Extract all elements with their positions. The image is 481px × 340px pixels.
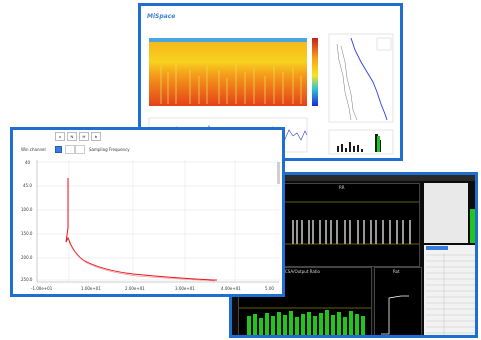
level-meter xyxy=(470,209,475,243)
brand-logo: MiSpace xyxy=(147,13,176,20)
info-panel xyxy=(424,183,468,243)
channel-label: Win channel xyxy=(21,147,46,152)
x-tick: 2.00e+01 xyxy=(125,286,145,291)
green-bars-chart xyxy=(239,307,371,335)
x-tick: -1.00e+01 xyxy=(31,286,53,291)
x-tick: 3.00e+01 xyxy=(175,286,195,291)
channel-checkbox[interactable] xyxy=(55,146,62,153)
tab-4[interactable]: b xyxy=(91,132,101,141)
y-tick: 45.0 xyxy=(23,183,32,188)
step-panel-title: Rot xyxy=(393,269,400,274)
tab-1[interactable]: x xyxy=(55,132,65,141)
tab-2[interactable]: N xyxy=(67,132,77,141)
frequency-plot-screenshot-card[interactable]: x N H b Win channel Sampling Frequency 4… xyxy=(10,127,285,297)
pulse-panel-title: RR xyxy=(339,185,345,190)
pulse-bars-chart xyxy=(279,201,419,245)
y-tick: 150.0 xyxy=(21,231,33,236)
data-table-panel xyxy=(424,245,475,335)
step-line-chart xyxy=(381,295,409,335)
tab-3[interactable]: H xyxy=(79,132,89,141)
option-box-2[interactable] xyxy=(75,145,85,154)
x-tick: 1.00e+01 xyxy=(81,286,101,291)
table-rows xyxy=(426,253,475,335)
table-tab-active[interactable] xyxy=(426,246,448,250)
x-tick: 5.00 xyxy=(265,286,274,291)
sampling-frequency-label: Sampling Frequency xyxy=(89,147,130,152)
option-box-1[interactable] xyxy=(65,145,75,154)
green-bar-panel-title: CSA/Output Ratio xyxy=(285,269,320,274)
pulse-panel: RR xyxy=(278,183,420,267)
profile-curve xyxy=(350,37,388,121)
y-tick: 250.0 xyxy=(21,277,33,282)
x-tick: 4.00e+01 xyxy=(221,286,241,291)
vertical-scrollbar xyxy=(277,162,280,184)
frequency-curve xyxy=(65,178,217,281)
dashboard-header xyxy=(232,175,475,181)
y-tick: 40 xyxy=(25,160,31,165)
spectrogram-heatmap xyxy=(149,38,307,106)
dashboard-screenshot-card[interactable]: RR xyxy=(229,172,478,338)
y-tick: 100.0 xyxy=(21,207,33,212)
toolbar-tabs: x N H b xyxy=(55,132,101,141)
frequency-curve-band xyxy=(68,241,216,282)
step-panel: Rot xyxy=(374,267,422,335)
green-bar-panel: CSA/Output Ratio xyxy=(238,267,372,335)
y-tick: 200.0 xyxy=(21,255,33,260)
frequency-plot xyxy=(36,160,280,283)
colorbar xyxy=(312,38,318,106)
